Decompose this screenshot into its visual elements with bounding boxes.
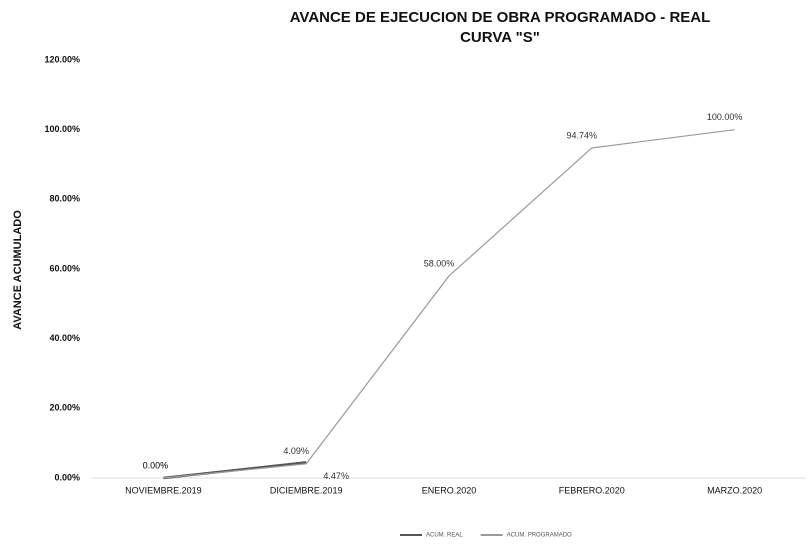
y-tick-label: 100.00% (44, 124, 80, 134)
data-label: 4.09% (283, 446, 309, 456)
x-tick-label: ENERO.2020 (422, 485, 477, 495)
data-label: 58.00% (424, 258, 455, 268)
legend-label: ACUM. PROGRAMADO (507, 533, 572, 539)
x-tick-label: MARZO.2020 (707, 485, 762, 495)
y-tick-label: 20.00% (49, 403, 80, 413)
x-tick-label: NOVIEMBRE.2019 (125, 485, 202, 495)
x-tick-label: FEBRERO.2020 (559, 485, 625, 495)
series-line (163, 129, 735, 479)
chart-title: AVANCE DE EJECUCION DE OBRA PROGRAMADO -… (290, 9, 711, 26)
y-tick-label: 120.00% (44, 54, 80, 64)
y-axis-label: AVANCE ACUMULADO (12, 210, 24, 330)
data-label: 100.00% (707, 112, 743, 122)
y-tick-label: 40.00% (49, 333, 80, 343)
y-tick-label: 60.00% (49, 263, 80, 273)
chart-subtitle: CURVA "S" (460, 29, 540, 46)
y-tick-label: 80.00% (49, 194, 80, 204)
data-label: 94.74% (567, 130, 598, 140)
data-label: 4.47% (323, 471, 349, 481)
x-tick-label: DICIEMBRE.2019 (270, 485, 343, 495)
data-label: 0.00% (143, 460, 169, 470)
y-tick-label: 0.00% (54, 472, 80, 482)
data-label: 0.00% (143, 460, 169, 470)
legend-label: ACUM. REAL (426, 533, 463, 539)
